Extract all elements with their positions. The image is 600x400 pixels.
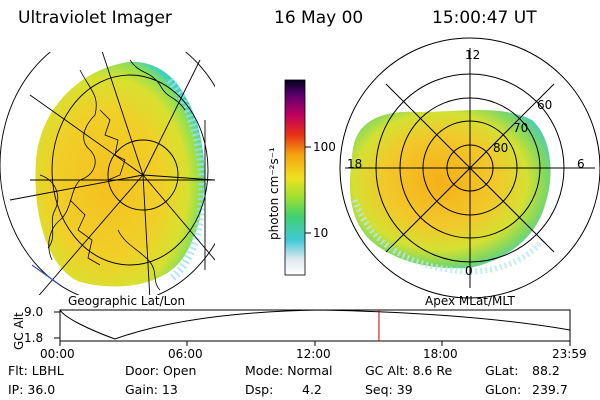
info-gc-alt: GC Alt: 8.6 Re: [365, 363, 453, 378]
geographic-caption: Geographic Lat/Lon: [68, 294, 186, 308]
info-glon-value: 239.7: [532, 382, 568, 397]
timeline-xtick-1200: 12:00: [296, 347, 331, 361]
colorbar-unit-label: photon cm⁻²s⁻¹: [267, 147, 281, 240]
timeline-xtick-1800: 18:00: [423, 347, 458, 361]
timeline-xtick-0600: 06:00: [168, 347, 203, 361]
instrument-title: Ultraviolet Imager: [18, 8, 172, 28]
auroral-emission-right: [349, 110, 551, 269]
gc-altitude-timeline: [54, 309, 571, 346]
timeline-ytick-max: 9.0: [24, 305, 44, 319]
info-filter: Flt: LBHL: [8, 363, 64, 378]
colorbar-tick-10: 10: [313, 226, 329, 240]
info-glat-value: 88.2: [532, 363, 560, 378]
mlt-label-0: 0: [465, 264, 473, 278]
coastlines: [39, 59, 186, 291]
info-dsp-value: 4.2: [302, 382, 322, 397]
info-seq: Seq: 39: [365, 382, 413, 397]
apex-caption: Apex MLat/MLT: [425, 294, 515, 308]
observation-date: 16 May 00: [274, 8, 364, 28]
timeline-ytick-min: 1.8: [24, 331, 44, 345]
info-dsp-label: Dsp:: [245, 382, 274, 397]
mlat-label-60: 60: [537, 98, 553, 112]
mlat-label-70: 70: [513, 121, 529, 135]
mlt-label-12: 12: [465, 48, 481, 62]
info-gain: Gain: 13: [125, 382, 178, 397]
timeline-xtick-2359: 23:59: [552, 347, 587, 361]
intensity-colorbar: [284, 79, 306, 276]
info-mode: Mode: Normal: [245, 363, 333, 378]
timeline-xtick-0000: 00:00: [40, 347, 75, 361]
mlt-label-6: 6: [577, 157, 585, 171]
info-door: Door: Open: [125, 363, 197, 378]
mlat-label-80: 80: [493, 141, 509, 155]
mlt-label-18: 18: [347, 157, 363, 171]
info-ip: IP: 36.0: [8, 382, 56, 397]
observation-time: 15:00:47 UT: [432, 8, 537, 28]
info-glat-label: GLat:: [485, 363, 519, 378]
apex-polar-panel: [339, 37, 600, 299]
info-glon-label: GLon:: [485, 382, 522, 397]
colorbar-tick-100: 100: [313, 140, 336, 154]
polar-grid: [345, 48, 595, 288]
geographic-map-panel: [0, 52, 215, 295]
